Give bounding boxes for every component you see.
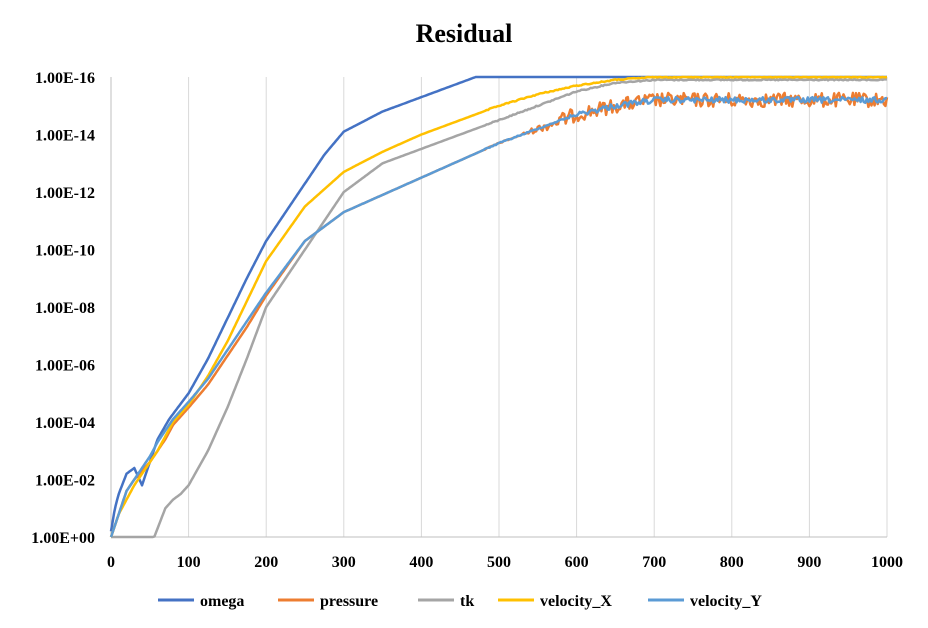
legend: omega pressure tk velocity_X velocity_Y [158,593,762,610]
y-tick-label: 1.00E+00 [31,530,95,547]
x-tick-label: 800 [720,554,744,571]
legend-entry-tk: tk [418,593,474,610]
legend-label: velocity_X [540,593,612,610]
series-line-tk [111,78,888,539]
x-tick-label: 1000 [871,554,903,571]
x-tick-label: 300 [332,554,356,571]
y-tick-label: 1.00E-14 [35,128,95,145]
x-tick-label: 0 [107,554,115,571]
y-tick-label: 1.00E-04 [35,415,95,432]
y-tick-label: 1.00E-12 [35,185,95,202]
x-tick-label: 900 [797,554,821,571]
legend-entry-omega: omega [158,593,244,610]
legend-label: omega [200,593,244,610]
legend-label: velocity_Y [690,593,762,610]
y-tick-label: 1.00E-02 [35,473,95,490]
chart-title: Residual [416,19,513,48]
x-tick-label: 400 [409,554,433,571]
legend-label: tk [460,593,474,610]
x-tick-label: 100 [177,554,201,571]
axis-layer [110,77,887,538]
y-tick-label: 1.00E-06 [35,358,95,375]
series-line-velocity-x [109,75,888,538]
grid-layer [188,77,888,537]
x-tick-label: 700 [642,554,666,571]
legend-label: pressure [320,593,378,610]
tick-layer: 1.00E+00 1.00E-02 1.00E-04 1.00E-06 1.00E-08… [31,70,903,571]
legend-entry-velocity-x: velocity_X [498,593,612,610]
y-tick-label: 1.00E-08 [35,300,95,317]
y-tick-label: 1.00E-10 [35,243,95,260]
legend-entry-velocity-y: velocity_Y [648,593,762,610]
legend-entry-pressure: pressure [278,593,378,610]
x-tick-label: 500 [487,554,511,571]
x-tick-label: 600 [565,554,589,571]
series-line-velocity-y [109,95,888,538]
x-tick-label: 200 [254,554,278,571]
series-layer [109,75,889,539]
y-tick-label: 1.00E-16 [35,70,95,87]
